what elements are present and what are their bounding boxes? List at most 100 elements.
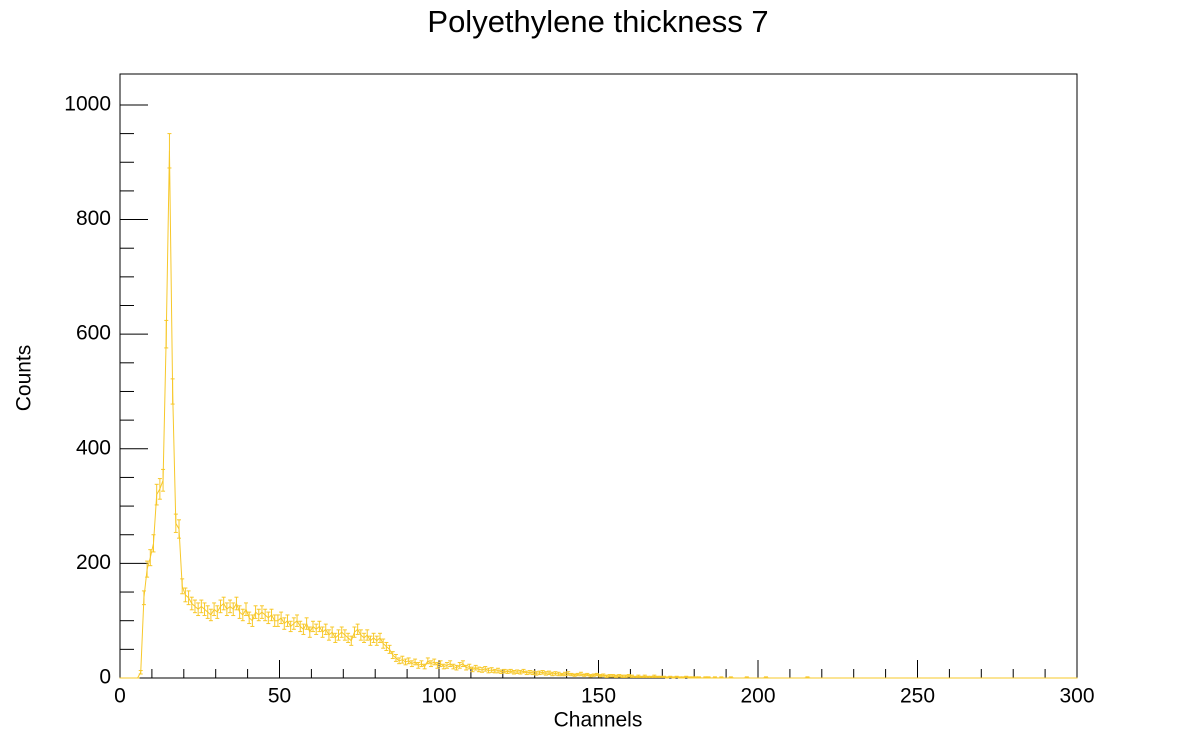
error-bar: [432, 658, 437, 666]
error-bar: [269, 608, 274, 622]
error-bar: [617, 674, 622, 678]
error-bar: [224, 602, 229, 617]
error-bar: [508, 668, 513, 674]
error-bar: [291, 617, 296, 630]
x-tick-label: 150: [581, 685, 616, 708]
error-bar: [527, 670, 532, 675]
y-tick-label: 600: [76, 322, 111, 345]
error-bar: [674, 675, 679, 678]
error-bar: [374, 635, 379, 646]
error-bar: [406, 657, 411, 665]
error-bar: [384, 641, 389, 651]
x-tick-label: 50: [268, 685, 291, 708]
error-bar: [435, 662, 440, 669]
error-bar: [486, 667, 491, 674]
error-bar: [323, 623, 328, 635]
error-bar: [537, 670, 542, 676]
error-bar: [196, 602, 201, 617]
error-bar: [205, 605, 210, 619]
error-bar: [543, 671, 548, 676]
x-tick-label: 200: [740, 685, 775, 708]
error-bar: [521, 668, 526, 674]
error-bar: [550, 671, 555, 677]
error-bar: [157, 478, 162, 500]
error-bar: [365, 629, 370, 641]
error-bar: [355, 623, 360, 635]
error-bar: [177, 519, 182, 539]
error-bar: [470, 666, 475, 673]
error-bar: [240, 608, 245, 622]
y-tick-label: 400: [76, 436, 111, 459]
y-tick-label: 0: [99, 666, 111, 689]
error-bar: [553, 671, 558, 676]
error-bar: [266, 611, 271, 625]
error-bar: [684, 675, 689, 678]
error-bar: [310, 620, 315, 633]
error-bar: [263, 608, 268, 622]
chart-title: Polyethylene thickness 7: [427, 4, 768, 39]
error-bar: [665, 676, 670, 679]
error-bar: [594, 672, 599, 677]
y-tick-label: 800: [76, 207, 111, 230]
error-bar: [307, 626, 312, 638]
error-bar: [164, 319, 169, 349]
error-bar: [534, 671, 539, 676]
error-bar: [253, 605, 258, 619]
error-bar: [285, 614, 290, 627]
error-bar: [250, 614, 255, 627]
error-bar: [138, 670, 143, 675]
error-bar: [668, 675, 673, 678]
error-bar: [409, 660, 414, 668]
error-bar: [368, 635, 373, 646]
error-bar: [511, 670, 516, 675]
error-bar: [422, 663, 427, 670]
error-bar: [352, 626, 357, 638]
error-bar: [275, 614, 280, 627]
error-bar: [339, 626, 344, 638]
error-bar: [199, 599, 204, 614]
error-bar: [540, 670, 545, 675]
error-bar: [585, 672, 590, 677]
error-bar: [161, 468, 166, 492]
error-bar: [304, 617, 309, 630]
error-bar: [231, 602, 236, 617]
error-bar: [346, 632, 351, 643]
error-bar: [377, 632, 382, 643]
error-bar: [416, 662, 421, 669]
error-bar: [569, 672, 574, 677]
error-bar: [604, 674, 609, 678]
error-bar: [141, 590, 146, 606]
error-bar: [151, 534, 156, 553]
error-bar: [218, 599, 223, 614]
error-bar: [145, 560, 150, 578]
error-bar: [671, 676, 676, 679]
error-bar: [180, 578, 185, 595]
error-bar: [362, 632, 367, 643]
error-bar: [393, 654, 398, 662]
error-bar: [186, 590, 191, 606]
error-bar: [547, 670, 552, 676]
error-bar: [330, 626, 335, 638]
error-bar: [598, 674, 603, 678]
error-bar: [336, 629, 341, 641]
error-bar: [419, 660, 424, 668]
error-bar: [301, 623, 306, 635]
error-bar: [610, 674, 615, 678]
error-bar: [483, 666, 488, 672]
error-bar: [460, 660, 465, 668]
error-bar: [167, 133, 172, 169]
error-bar: [279, 611, 284, 625]
error-bar: [413, 658, 418, 666]
error-bar: [288, 620, 293, 633]
y-axis-label: Counts: [13, 345, 36, 412]
error-bar: [234, 596, 239, 611]
error-bar: [502, 668, 507, 674]
error-bar: [438, 660, 443, 668]
error-bar: [473, 664, 478, 671]
error-bar: [505, 669, 510, 674]
error-bar: [400, 655, 405, 664]
error-bar: [518, 670, 523, 675]
error-bar: [588, 674, 593, 678]
error-bar: [591, 673, 596, 677]
